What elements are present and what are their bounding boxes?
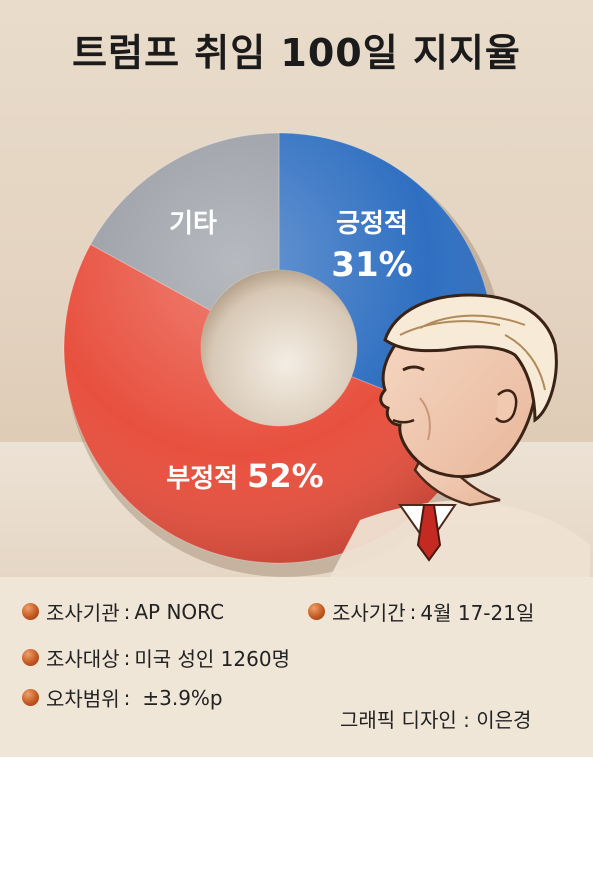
- donut-chart: 긍정적 31% 부정적 52% 기타: [63, 132, 590, 577]
- tie-shape: [416, 504, 442, 562]
- credit-text: 그래픽 디자인 : 이은경: [340, 708, 532, 732]
- separator: :: [123, 599, 131, 624]
- eye-shape: [402, 365, 425, 372]
- separator: :: [123, 645, 131, 670]
- hair-shape: [383, 293, 558, 423]
- slice-label-other: 기타: [169, 209, 217, 239]
- info-panel: [0, 577, 593, 757]
- slice-value-negative: 52%: [247, 457, 324, 495]
- info-period: 조사기간 : 4월 17-21일: [308, 597, 534, 626]
- suit-shape: [330, 500, 590, 577]
- slices-group: [63, 132, 504, 577]
- margin-value: ±3.9%p: [142, 685, 223, 710]
- margin-label: 오차범위: [46, 687, 120, 711]
- slice-value-positive: 31%: [331, 245, 412, 285]
- labels-group: 긍정적 31% 부정적 52% 기타: [166, 209, 412, 495]
- period-label: 조사기간: [332, 601, 406, 625]
- agency-value: AP NORC: [134, 599, 225, 624]
- trump-illustration: [330, 293, 590, 577]
- separator: :: [123, 685, 131, 710]
- hair-strands: [399, 314, 546, 391]
- separator: :: [409, 599, 417, 624]
- slice-label-negative: 부정적 52%: [166, 457, 323, 495]
- cheek-line: [419, 397, 431, 441]
- info-target: 조사대상 : 미국 성인 1260명: [22, 643, 290, 672]
- slice-label-positive: 긍정적: [336, 209, 408, 239]
- ear-shape: [495, 389, 518, 423]
- donut-hole: [201, 270, 357, 426]
- bullet-dot-icon: [22, 603, 39, 620]
- info-agency: 조사기관 : AP NORC: [22, 597, 224, 626]
- info-margin: 오차범위 : ±3.9%p: [22, 683, 223, 712]
- target-label: 조사대상: [46, 647, 120, 671]
- bullet-dot-icon: [308, 603, 325, 620]
- target-value: 미국 성인 1260명: [134, 647, 290, 671]
- chart-title: 트럼프 취임 100일 지지율: [72, 31, 521, 75]
- agency-label: 조사기관: [46, 601, 120, 625]
- bullet-dot-icon: [22, 689, 39, 706]
- mouth-line: [392, 418, 415, 424]
- period-value: 4월 17-21일: [420, 601, 535, 625]
- bullet-dot-icon: [22, 649, 39, 666]
